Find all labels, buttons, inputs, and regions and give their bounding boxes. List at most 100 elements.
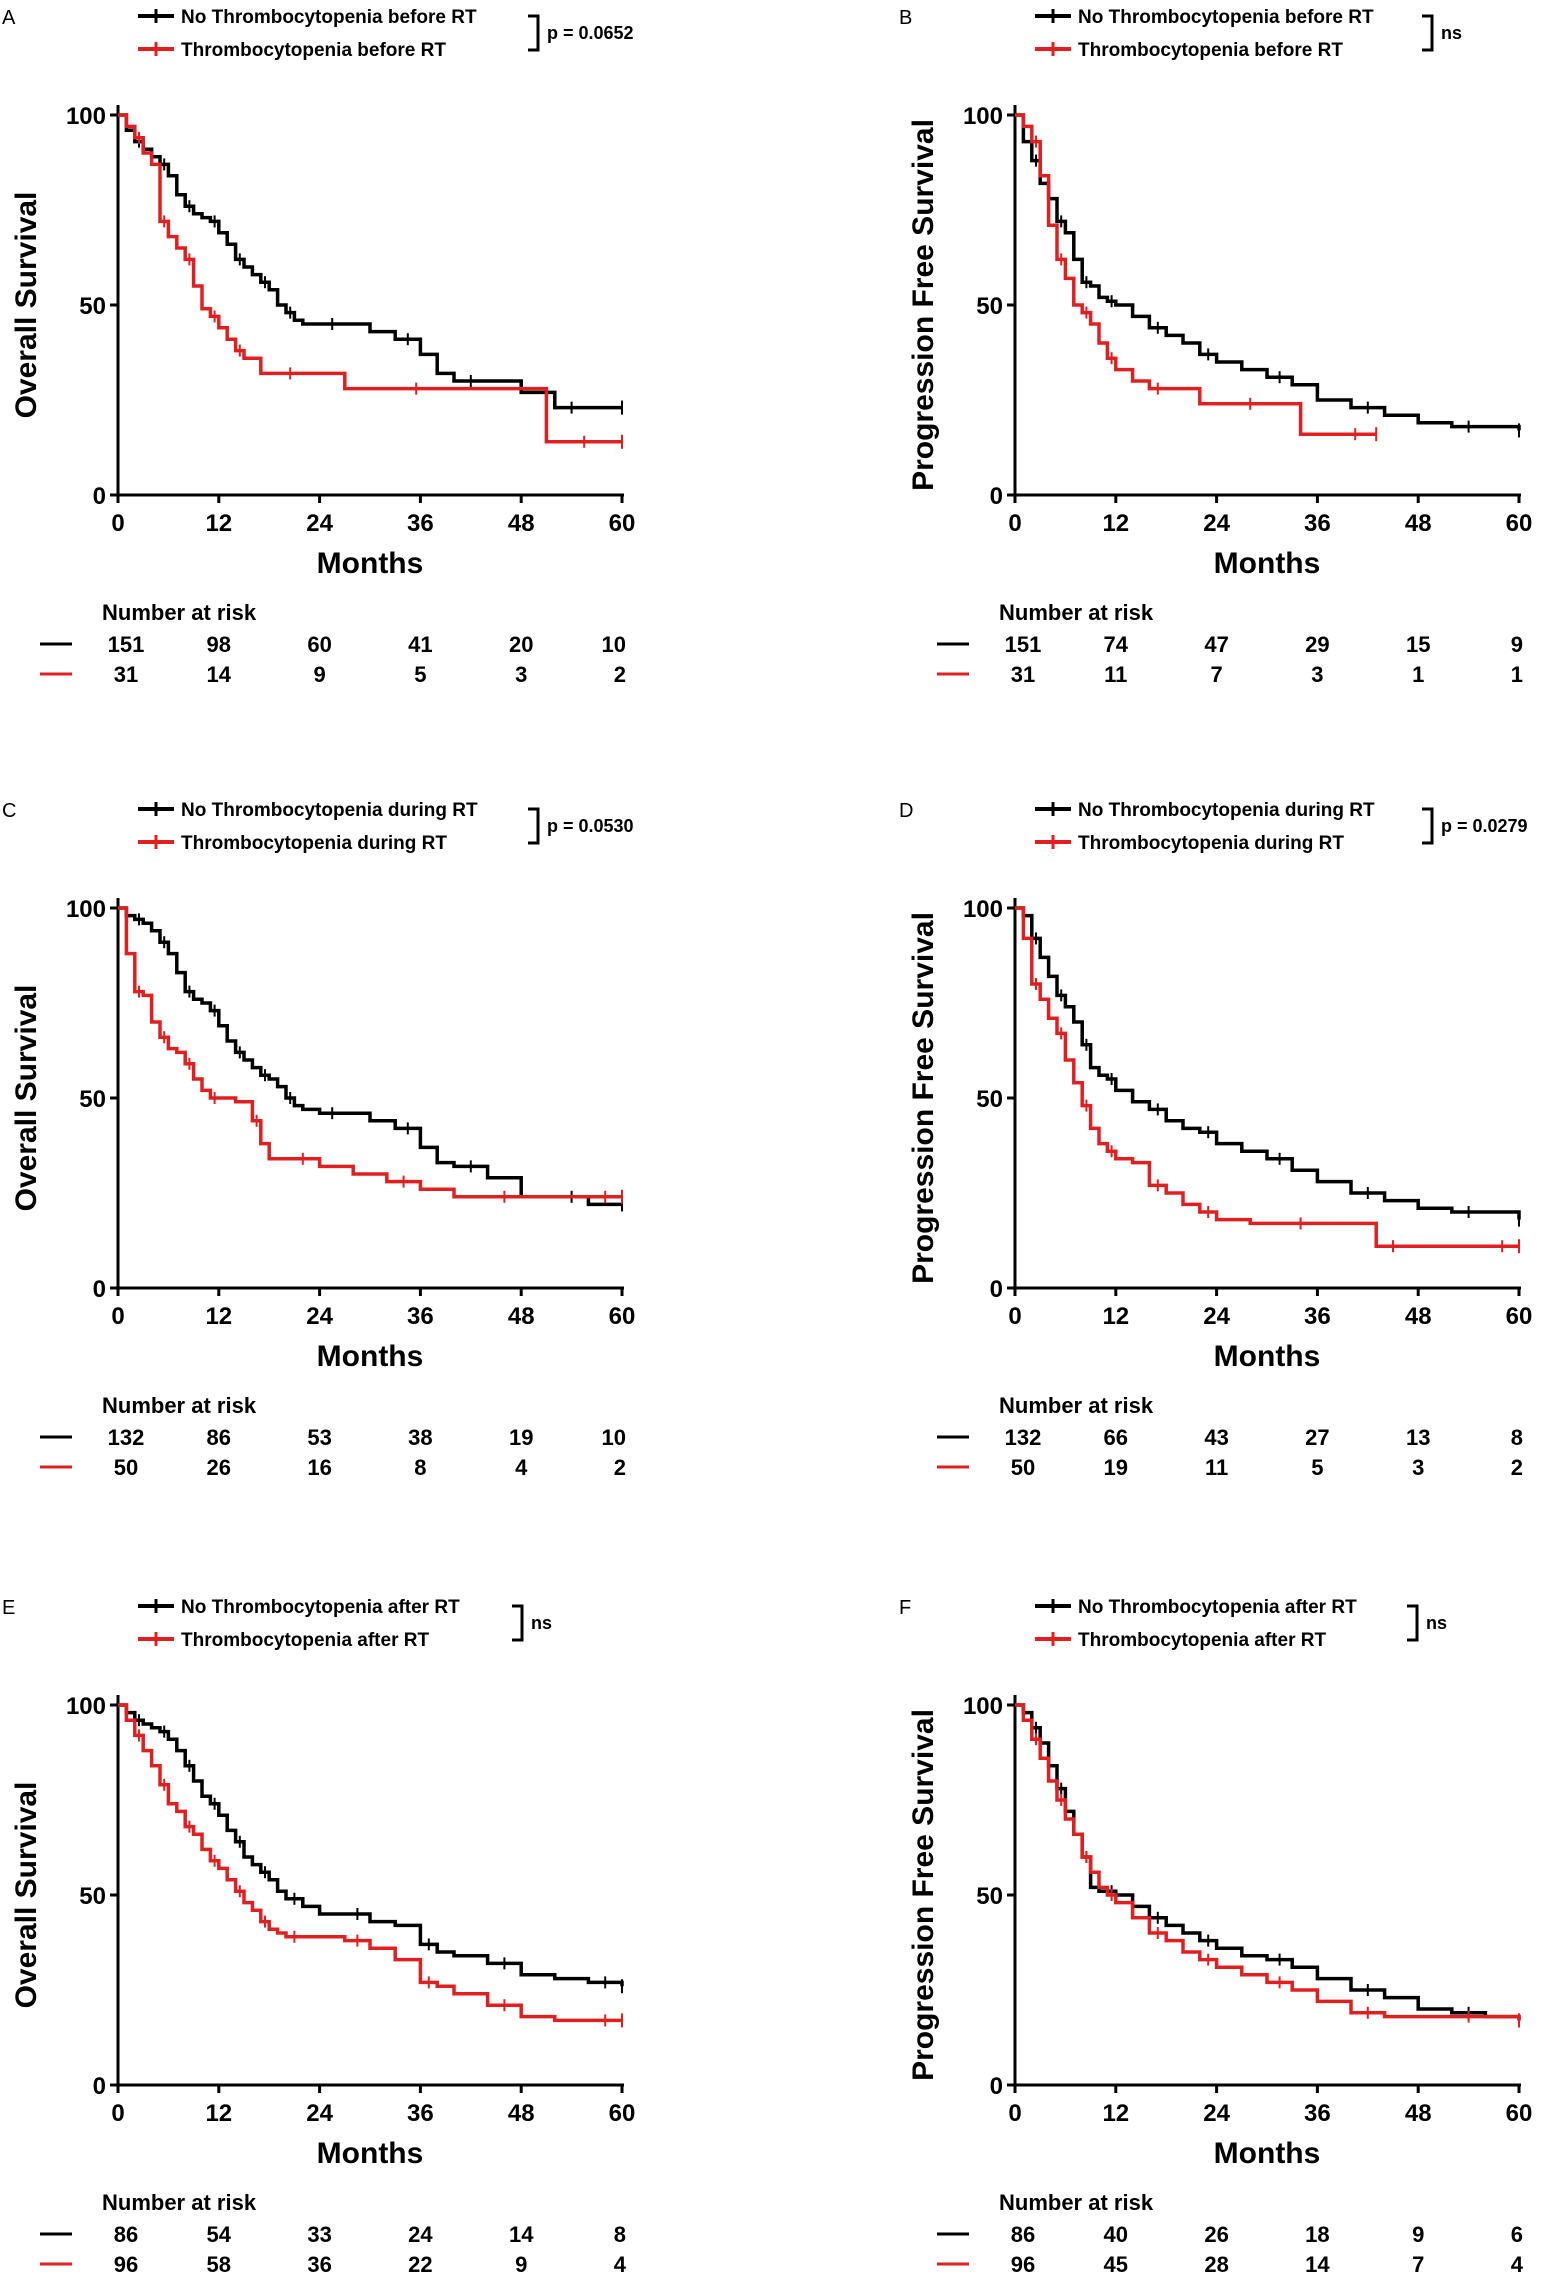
risk-value: 18 [1305, 2222, 1329, 2247]
risk-value: 7 [1412, 2252, 1424, 2274]
y-axis-title: Progression Free Survival [907, 912, 940, 1284]
y-tick-label: 0 [93, 2073, 106, 2100]
x-tick-label: 24 [1203, 510, 1230, 537]
risk-value: 132 [1005, 1425, 1042, 1450]
risk-value: 19 [509, 1425, 533, 1450]
legend-label: Thrombocytopenia after RT [1078, 1630, 1326, 1651]
x-tick-label: 48 [508, 510, 535, 537]
x-tick-label: 24 [306, 510, 333, 537]
x-tick-label: 36 [1304, 510, 1331, 537]
risk-value: 86 [207, 1425, 231, 1450]
panel-letter: F [899, 1597, 911, 1619]
x-tick-label: 60 [609, 1303, 636, 1330]
y-axis-title: Overall Survival [10, 192, 43, 419]
panel-letter: E [2, 1597, 15, 1619]
y-tick-label: 100 [963, 1693, 1003, 1720]
p-value-label: ns [1441, 23, 1462, 43]
risk-value: 151 [1005, 632, 1042, 657]
risk-value: 98 [207, 632, 231, 657]
y-tick-label: 0 [990, 1276, 1003, 1303]
curve-thrombocytopenia [118, 1703, 622, 2023]
x-axis-title: Months [317, 2137, 424, 2170]
curve-thrombocytopenia [1015, 1703, 1521, 2021]
risk-value: 5 [1311, 1455, 1323, 1480]
risk-value: 43 [1204, 1425, 1228, 1450]
risk-value: 50 [114, 1455, 138, 1480]
x-tick-label: 24 [1203, 1303, 1230, 1330]
risk-value: 2 [614, 662, 626, 687]
risk-value: 11 [1205, 1455, 1228, 1480]
x-tick-label: 36 [407, 2100, 434, 2127]
x-axis-title: Months [1214, 547, 1321, 580]
x-tick-label: 48 [1405, 2100, 1432, 2127]
x-tick-label: 24 [306, 1303, 333, 1330]
x-tick-label: 60 [1506, 510, 1533, 537]
risk-value: 33 [307, 2222, 331, 2247]
risk-value: 14 [1305, 2252, 1330, 2274]
risk-value: 22 [408, 2252, 432, 2274]
x-axis-title: Months [317, 547, 424, 580]
x-tick-label: 0 [111, 510, 124, 537]
x-tick-label: 0 [1008, 510, 1021, 537]
risk-value: 3 [1311, 662, 1323, 687]
risk-value: 13 [1406, 1425, 1430, 1450]
risk-table-title: Number at risk [102, 2190, 257, 2215]
x-tick-label: 48 [1405, 1303, 1432, 1330]
panel-a: A No Thrombocytopenia before RT Thrombocyt… [2, 7, 635, 687]
x-tick-label: 36 [1304, 1303, 1331, 1330]
x-tick-label: 12 [205, 510, 232, 537]
y-axis-title: Progression Free Survival [907, 1709, 940, 2081]
legend-label: Thrombocytopenia after RT [181, 1630, 429, 1651]
risk-value: 45 [1104, 2252, 1128, 2274]
risk-value: 58 [207, 2252, 231, 2274]
y-tick-label: 100 [66, 896, 106, 923]
legend-label: No Thrombocytopenia after RT [1078, 1597, 1357, 1618]
panel-letter: C [2, 800, 16, 822]
risk-value: 66 [1104, 1425, 1128, 1450]
risk-value: 50 [1011, 1455, 1035, 1480]
risk-value: 26 [207, 1455, 231, 1480]
x-tick-label: 0 [1008, 1303, 1021, 1330]
y-tick-label: 0 [990, 483, 1003, 510]
risk-value: 6 [1511, 2222, 1523, 2247]
risk-value: 36 [307, 2252, 331, 2274]
legend-label: No Thrombocytopenia before RT [181, 7, 477, 28]
risk-value: 14 [509, 2222, 534, 2247]
y-tick-label: 100 [963, 103, 1003, 130]
risk-value: 2 [1511, 1455, 1523, 1480]
risk-value: 14 [207, 662, 232, 687]
panel-letter: A [2, 7, 16, 29]
risk-value: 53 [307, 1425, 331, 1450]
legend-label: No Thrombocytopenia before RT [1078, 7, 1374, 28]
significance-bracket [512, 1604, 524, 1642]
curve-thrombocytopenia [118, 906, 622, 1199]
risk-value: 5 [414, 662, 426, 687]
x-tick-label: 12 [1102, 1303, 1129, 1330]
risk-value: 9 [515, 2252, 527, 2274]
risk-value: 2 [614, 1455, 626, 1480]
p-value-label: p = 0.0652 [547, 23, 634, 43]
risk-value: 86 [114, 2222, 138, 2247]
risk-value: 11 [1104, 662, 1127, 687]
curve-no-thrombocytopenia [118, 1703, 624, 1987]
risk-value: 24 [408, 2222, 433, 2247]
x-tick-label: 60 [609, 2100, 636, 2127]
risk-value: 3 [515, 662, 527, 687]
y-tick-label: 50 [79, 293, 106, 320]
curve-no-thrombocytopenia [1015, 113, 1521, 431]
x-tick-label: 24 [1203, 2100, 1230, 2127]
x-tick-label: 12 [205, 2100, 232, 2127]
x-tick-label: 24 [306, 2100, 333, 2127]
panel-f: F No Thrombocytopenia after RT Thrombocyto… [899, 1597, 1532, 2274]
risk-value: 10 [602, 1425, 626, 1450]
y-tick-label: 50 [79, 1086, 106, 1113]
risk-value: 28 [1204, 2252, 1228, 2274]
panel-letter: B [899, 7, 912, 29]
x-tick-label: 48 [1405, 510, 1432, 537]
risk-value: 9 [1412, 2222, 1424, 2247]
risk-value: 15 [1406, 632, 1430, 657]
y-tick-label: 50 [976, 1086, 1003, 1113]
risk-value: 3 [1412, 1455, 1424, 1480]
risk-table-title: Number at risk [999, 600, 1154, 625]
panel-d: D No Thrombocytopenia during RT Thrombocyt… [899, 800, 1532, 1480]
